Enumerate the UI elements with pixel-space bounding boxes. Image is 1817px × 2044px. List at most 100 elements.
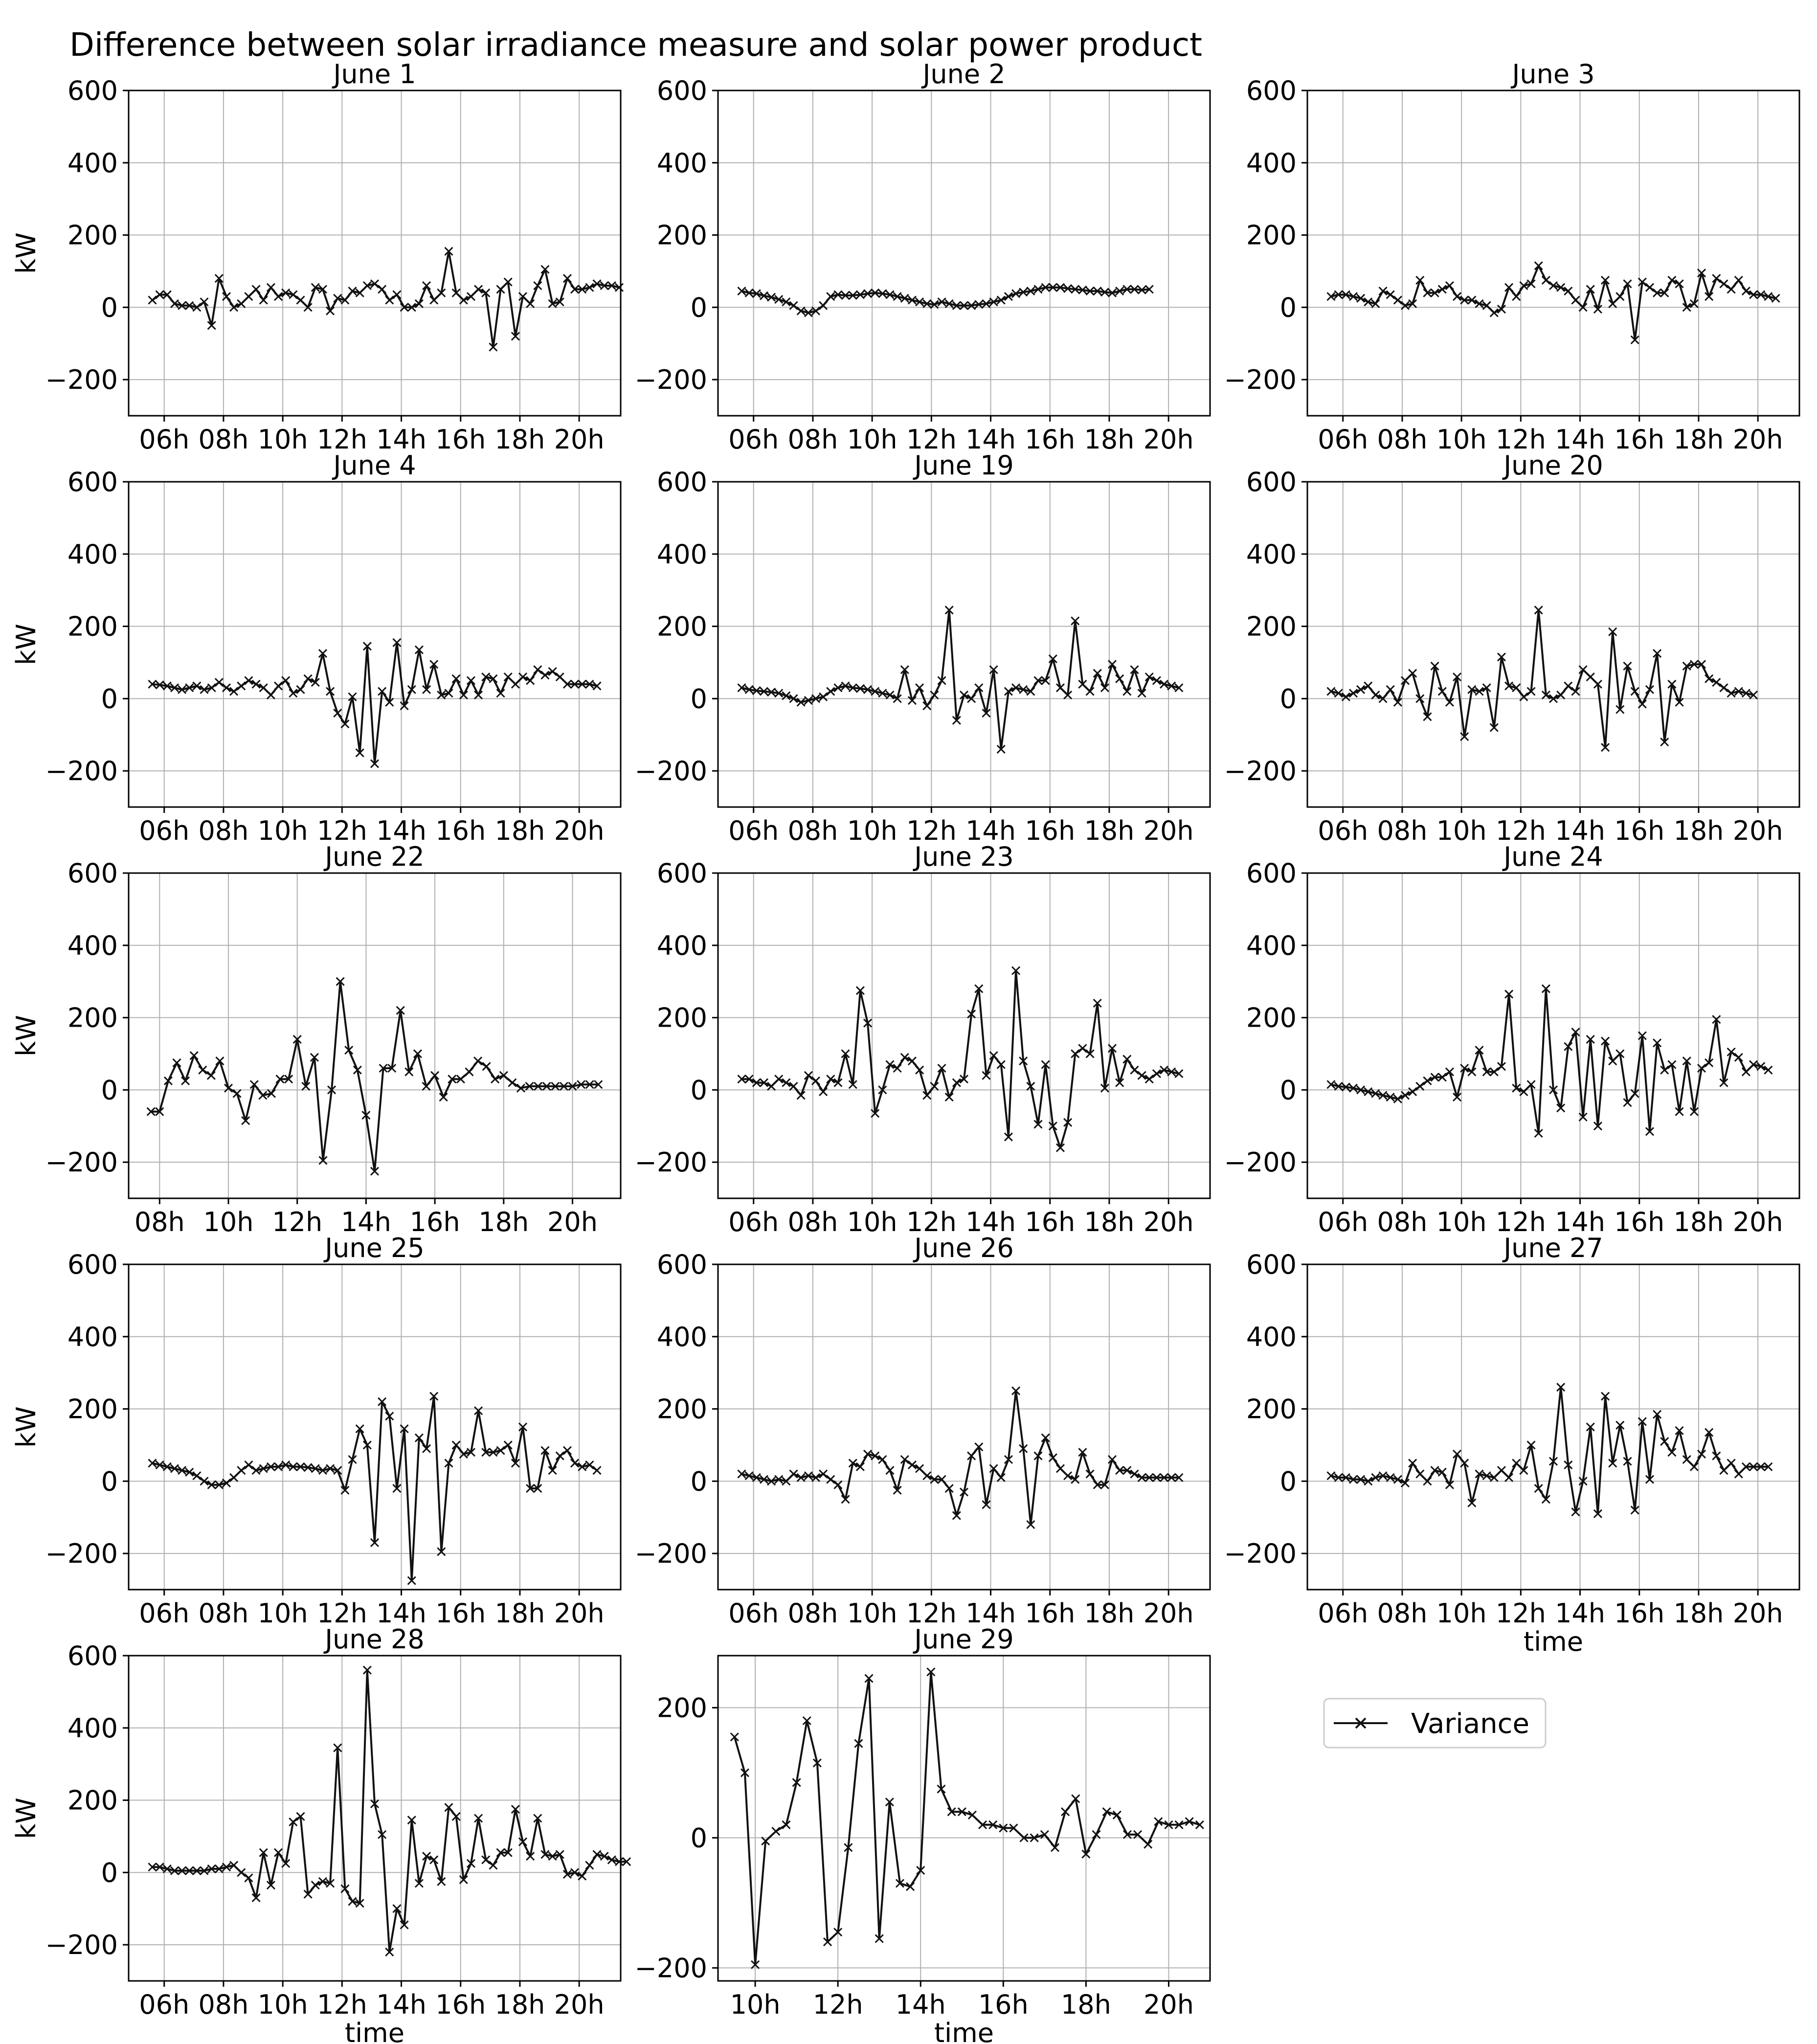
data-point: [982, 1500, 991, 1509]
data-point-stroke: [1107, 1044, 1117, 1053]
data-point: [414, 1879, 424, 1888]
data-point: [782, 1078, 791, 1087]
data-point-stroke: [170, 1464, 179, 1473]
data-point-stroke: [348, 1897, 357, 1906]
data-point-stroke: [533, 1484, 542, 1493]
data-point: [1541, 690, 1550, 700]
data-point: [982, 1071, 991, 1080]
x-tick-label: 08h: [787, 1207, 838, 1237]
data-point: [275, 1075, 285, 1084]
data-point: [937, 1475, 946, 1484]
y-tick-label: 200: [67, 1003, 118, 1033]
data-point-stroke: [989, 297, 998, 307]
data-point-stroke: [1645, 1475, 1655, 1484]
data-point: [863, 289, 873, 298]
data-point: [361, 1110, 371, 1120]
data-point-stroke: [378, 1397, 387, 1406]
data-point: [1341, 290, 1350, 299]
y-tick-label: −200: [635, 756, 707, 786]
data-point-stroke: [885, 1060, 895, 1069]
data-point-stroke: [333, 708, 342, 718]
data-point: [237, 681, 246, 691]
data-point: [1137, 689, 1146, 698]
data-point-stroke: [944, 606, 954, 615]
data-point-stroke: [1667, 1448, 1677, 1457]
data-point-stroke: [1055, 283, 1065, 292]
data-point-stroke: [1489, 1067, 1499, 1077]
data-point: [1334, 689, 1343, 698]
data-point-stroke: [767, 687, 776, 697]
data-point-stroke: [348, 692, 357, 701]
data-point-stroke: [1100, 1480, 1109, 1489]
data-point: [333, 708, 342, 718]
subplots: 06h 08h 10h 12h 14h 16h 18h 20h−2000200400600Ju…: [11, 59, 1800, 2044]
data-point: [1164, 1820, 1173, 1829]
subplot-title: June 1: [332, 59, 416, 90]
data-point-stroke: [833, 1480, 843, 1489]
y-tick-label: 0: [101, 1857, 118, 1888]
data-point-stroke: [823, 1937, 832, 1947]
data-point-stroke: [266, 1881, 275, 1890]
x-tick-label: 06h: [1318, 815, 1368, 846]
data-point-stroke: [170, 1866, 179, 1875]
data-point: [1122, 1055, 1132, 1064]
data-point-stroke: [385, 1412, 394, 1421]
data-point: [1026, 287, 1035, 296]
x-tick-label: 16h: [1614, 815, 1664, 846]
data-point: [511, 1459, 520, 1468]
data-point-stroke: [266, 690, 275, 700]
data-point-stroke: [392, 290, 402, 299]
data-point-stroke: [407, 303, 416, 312]
data-point-stroke: [600, 1852, 609, 1861]
data-point: [871, 687, 880, 696]
data-point-stroke: [895, 1879, 905, 1888]
data-point: [1697, 1063, 1706, 1073]
subplot: 06h 08h 10h 12h 14h 16h 18h 20h−2000200400600Ju…: [11, 1624, 631, 2044]
legend-label: Variance: [1411, 1708, 1529, 1740]
data-point: [396, 1006, 405, 1015]
data-point-stroke: [1608, 1459, 1617, 1468]
data-point: [259, 1464, 268, 1473]
y-tick-label: 400: [1246, 930, 1297, 961]
data-point-stroke: [229, 687, 239, 696]
data-point-stroke: [1734, 1053, 1743, 1062]
data-point: [162, 290, 172, 299]
data-point-stroke: [200, 1866, 209, 1875]
x-tick-label: 10h: [847, 815, 897, 846]
data-point-stroke: [407, 1576, 416, 1585]
data-point-stroke: [1645, 685, 1655, 694]
data-point-stroke: [1653, 1038, 1662, 1048]
x-tick-label: 06h: [139, 1598, 189, 1629]
x-tick-label: 20h: [1733, 424, 1783, 455]
data-point-stroke: [930, 690, 939, 700]
data-point: [340, 295, 350, 305]
data-point-stroke: [1137, 1071, 1146, 1080]
data-point: [327, 1085, 336, 1095]
y-axis-label: kW: [11, 1406, 42, 1448]
data-point-stroke: [518, 672, 528, 682]
data-point: [1100, 1480, 1109, 1489]
data-point: [555, 672, 564, 682]
data-point-stroke: [996, 295, 1006, 305]
data-point-stroke: [1682, 303, 1691, 312]
data-point-stroke: [796, 697, 806, 707]
data-point: [1055, 1143, 1065, 1152]
data-point: [937, 676, 946, 685]
x-axis-label: time: [934, 2018, 994, 2044]
data-point: [326, 306, 335, 315]
data-point: [1174, 1069, 1184, 1078]
data-point: [792, 1778, 801, 1787]
data-point-stroke: [1460, 295, 1469, 305]
data-point: [318, 285, 328, 294]
data-point-stroke: [170, 299, 179, 309]
data-point-stroke: [1423, 1477, 1432, 1486]
data-point: [1756, 290, 1766, 299]
data-point: [930, 300, 939, 309]
data-point: [482, 1062, 491, 1071]
data-point-stroke: [489, 1861, 498, 1870]
data-point: [1705, 1058, 1714, 1067]
data-point: [466, 292, 476, 301]
data-point: [1519, 281, 1528, 291]
data-point-stroke: [466, 292, 476, 301]
data-point: [1734, 1469, 1743, 1479]
